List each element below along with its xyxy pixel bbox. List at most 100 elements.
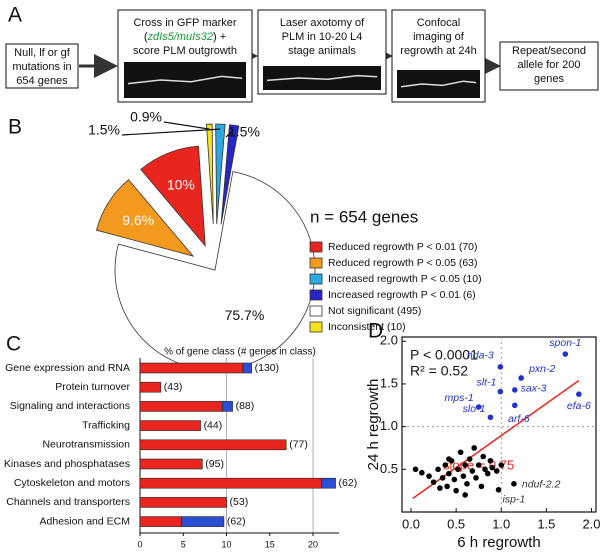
flow-text-part: zdIs5/muIs32 (147, 31, 213, 43)
data-point (446, 456, 452, 462)
count-label: (95) (205, 458, 224, 470)
legend-label: Reduced regrowth P < 0.05 (63) (328, 257, 478, 269)
bar-segment (139, 362, 244, 374)
legend-label: Not significant (495) (328, 305, 421, 317)
data-point (471, 445, 477, 451)
bar-segment (221, 401, 233, 412)
flow-text: genes (534, 73, 564, 85)
legend-label: Inconsistent (10) (328, 321, 406, 333)
x-tick-label: 0.0 (402, 516, 420, 531)
legend-swatch (309, 273, 323, 285)
data-point (439, 475, 446, 481)
x-tick-label: 5 (181, 539, 186, 549)
category-label: Cytoskeleton and motors (14, 477, 130, 489)
pie-label: 1.5% (88, 122, 120, 138)
leader-line (121, 128, 221, 136)
data-point (464, 481, 470, 487)
flow-text: mutations in (12, 61, 71, 73)
pie-slice (220, 124, 240, 225)
legend-swatch (309, 289, 323, 301)
flow-text: (zdIs5/muIs32) + (144, 31, 226, 43)
micrograph (397, 70, 480, 98)
data-point (466, 456, 473, 462)
flow-text: Confocal (417, 17, 460, 29)
micrograph (124, 62, 246, 98)
count-label: (88) (236, 400, 255, 412)
data-point (457, 449, 464, 456)
data-point (455, 466, 461, 473)
x-tick-label: 0.5 (447, 516, 465, 531)
y-axis-label: 24 h regrowth (365, 379, 382, 471)
y-tick-label: 1.0 (380, 418, 398, 433)
bar-segment (139, 516, 182, 527)
pie-label: 10% (167, 176, 195, 192)
flow-text-part: ) + (213, 31, 226, 43)
pie-slice (215, 123, 226, 225)
leader-line (163, 121, 210, 130)
point-label: hda-3 (467, 350, 494, 362)
x-tick-label: 15 (265, 539, 275, 549)
data-point (511, 481, 517, 487)
data-point (469, 468, 476, 474)
legend-label: Reduced regrowth P < 0.01 (70) (328, 241, 478, 253)
bar-segment (139, 477, 322, 489)
legend-label: Increased regrowth P < 0.01 (6) (328, 289, 476, 301)
leader-line (225, 129, 234, 138)
micrograph (263, 66, 381, 90)
flow-text: allele for 200 (518, 59, 581, 71)
data-point (487, 457, 494, 464)
legend-title: n = 654 genes (310, 207, 418, 226)
data-point (426, 473, 432, 479)
data-point (437, 485, 443, 491)
bar-segment (181, 516, 225, 527)
flow-box (5, 43, 79, 89)
y-tick-label: 0.5 (380, 461, 398, 476)
point-label: pxn-2 (528, 363, 555, 375)
x-tick-label: 0 (137, 539, 142, 549)
flow-text: Null, lf or gf (14, 47, 71, 59)
count-label: (77) (289, 439, 308, 451)
data-point (498, 462, 505, 468)
count-label: (53) (230, 496, 249, 508)
data-point (451, 476, 458, 483)
bar-segment (139, 497, 227, 508)
count-label: (62) (227, 515, 246, 527)
data-point (478, 483, 485, 490)
data-point (453, 487, 459, 494)
point-label: slo-1 (463, 403, 486, 415)
data-point (482, 466, 488, 473)
panel-label: D (368, 320, 383, 343)
x-axis-label: 6 h regrowth (457, 534, 540, 551)
pie-label: 75.7% (225, 307, 265, 323)
category-label: Signaling and interactions (10, 400, 130, 412)
annotation: P < 0.0001 (410, 347, 478, 363)
data-point (419, 469, 425, 476)
y-tick-label: 2.0 (380, 333, 398, 348)
pie-slice (95, 179, 195, 257)
legend-swatch (309, 305, 323, 317)
x-tick-label: 10 (222, 539, 232, 549)
data-point (489, 464, 496, 471)
data-point (442, 462, 449, 468)
data-point (446, 470, 452, 477)
legend-swatch (309, 241, 323, 253)
category-label: Trafficking (82, 419, 130, 431)
x-tick-label: 1.0 (492, 516, 510, 531)
data-point (480, 453, 487, 460)
bar-segment (139, 381, 162, 393)
flow-text: score PLM outgrowth (133, 45, 237, 57)
point-label: nduf-2.2 (522, 479, 561, 491)
y-tick-label: 1.5 (380, 375, 398, 390)
panel-label: A (8, 4, 22, 27)
count-label: (43) (164, 381, 183, 393)
axon (266, 74, 378, 82)
bar-title: % of gene class (# genes in class) (164, 347, 316, 358)
flow-box (499, 41, 599, 91)
data-point (511, 402, 518, 409)
flow-text: Laser axotomy of (280, 17, 365, 29)
category-label: Channels and transporters (6, 496, 130, 508)
x-tick-label: 2.0 (582, 516, 600, 531)
legend-swatch (309, 321, 323, 333)
category-label: Adhesion and ECM (40, 515, 130, 527)
